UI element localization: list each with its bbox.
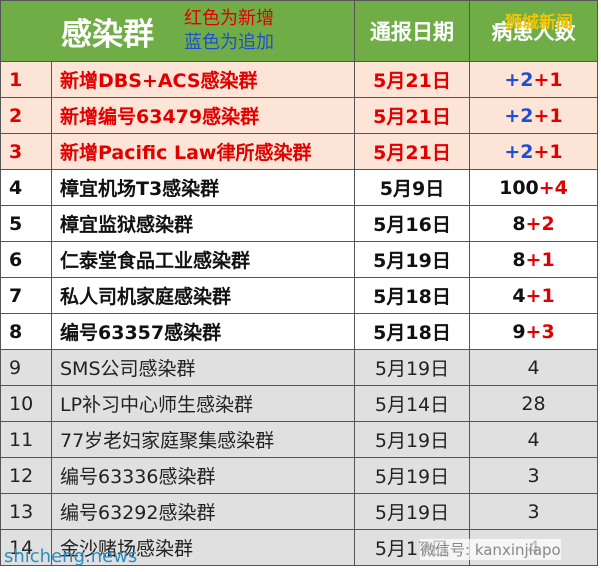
report-date: 5月21日 [355, 62, 470, 98]
legend: 红色为新增 蓝色为追加 [184, 7, 274, 55]
watermark-top: 狮城新闻 [505, 13, 573, 33]
patient-count: 3 [470, 494, 598, 530]
row-number: 6 [0, 242, 52, 278]
row-number: 14 [0, 530, 52, 566]
report-date: 5月21日 [355, 134, 470, 170]
report-date: 5月19日 [355, 494, 470, 530]
count-base: 3 [527, 464, 540, 487]
patient-count: +2 +1 [470, 62, 598, 98]
row-number: 2 [0, 98, 52, 134]
cluster-name: 编号63357感染群 [52, 314, 355, 350]
report-date: 5月19日 [355, 422, 470, 458]
row-number: 13 [0, 494, 52, 530]
row-number: 8 [0, 314, 52, 350]
row-number: 11 [0, 422, 52, 458]
report-date: 5月19日 [355, 458, 470, 494]
row-number: 9 [0, 350, 52, 386]
count-base: 100 [499, 176, 539, 199]
patient-count: +2 +1 [470, 134, 598, 170]
count-new: +1 [533, 140, 563, 163]
legend-added: 蓝色为追加 [184, 32, 274, 53]
report-date: 5月16日 [355, 206, 470, 242]
row-number: 7 [0, 278, 52, 314]
count-base: 28 [521, 392, 546, 415]
report-date: 5月14日 [355, 386, 470, 422]
cluster-name: 新增编号63479感染群 [52, 98, 355, 134]
patient-count: 8 +1 [470, 242, 598, 278]
header-title: 感染群 [61, 16, 154, 53]
watermark-bottom-left: shicheng.news [4, 546, 138, 567]
legend-new: 红色为新增 [184, 8, 274, 29]
patient-count: 28 [470, 386, 598, 422]
report-date: 5月18日 [355, 278, 470, 314]
header-date: 通报日期 [355, 0, 470, 62]
row-number: 3 [0, 134, 52, 170]
cluster-name: 樟宜监狱感染群 [52, 206, 355, 242]
row-number: 1 [0, 62, 52, 98]
cluster-name: 金沙赌场感染群 [52, 530, 355, 566]
cluster-name: LP补习中心师生感染群 [52, 386, 355, 422]
count-new: +1 [525, 248, 555, 271]
row-number: 10 [0, 386, 52, 422]
report-date: 5月18日 [355, 314, 470, 350]
cluster-name: 仁泰堂食品工业感染群 [52, 242, 355, 278]
cluster-name: 编号63336感染群 [52, 458, 355, 494]
cluster-name: 新增DBS+ACS感染群 [52, 62, 355, 98]
count-new: +1 [533, 104, 563, 127]
count-added: +2 [504, 104, 534, 127]
patient-count: 4 [470, 350, 598, 386]
count-added: +2 [504, 68, 534, 91]
count-new: +4 [538, 176, 568, 199]
count-base: 4 [512, 284, 526, 307]
count-added: +2 [504, 140, 534, 163]
patient-count: +2 +1 [470, 98, 598, 134]
cluster-name: SMS公司感染群 [52, 350, 355, 386]
patient-count: 8 +2 [470, 206, 598, 242]
count-new: +1 [533, 68, 563, 91]
patient-count: 4 [470, 422, 598, 458]
cluster-name: 新增Pacific Law律所感染群 [52, 134, 355, 170]
report-date: 5月21日 [355, 98, 470, 134]
patient-count: 3 [470, 458, 598, 494]
patient-count: 100 +4 [470, 170, 598, 206]
patient-count: 4 +1 [470, 278, 598, 314]
count-new: +3 [525, 320, 555, 343]
watermark-bottom-right: 微信号: kanxinjiapo [420, 539, 561, 560]
row-number: 12 [0, 458, 52, 494]
count-base: 8 [512, 248, 526, 271]
count-base: 8 [512, 212, 526, 235]
count-base: 4 [527, 428, 540, 451]
report-date: 5月19日 [355, 242, 470, 278]
count-new: +1 [525, 284, 555, 307]
row-number: 4 [0, 170, 52, 206]
count-new: +2 [525, 212, 555, 235]
count-base: 9 [512, 320, 526, 343]
row-number: 5 [0, 206, 52, 242]
report-date: 5月9日 [355, 170, 470, 206]
header-count: 病患人数 [470, 0, 598, 62]
count-base: 4 [527, 356, 540, 379]
cluster-name: 樟宜机场T3感染群 [52, 170, 355, 206]
report-date: 5月19日 [355, 350, 470, 386]
cluster-name: 编号63292感染群 [52, 494, 355, 530]
cluster-name: 私人司机家庭感染群 [52, 278, 355, 314]
patient-count: 9 +3 [470, 314, 598, 350]
count-base: 3 [527, 500, 540, 523]
cluster-name: 77岁老妇家庭聚集感染群 [52, 422, 355, 458]
header-title-cell: 感染群 红色为新增 蓝色为追加 [0, 0, 355, 62]
